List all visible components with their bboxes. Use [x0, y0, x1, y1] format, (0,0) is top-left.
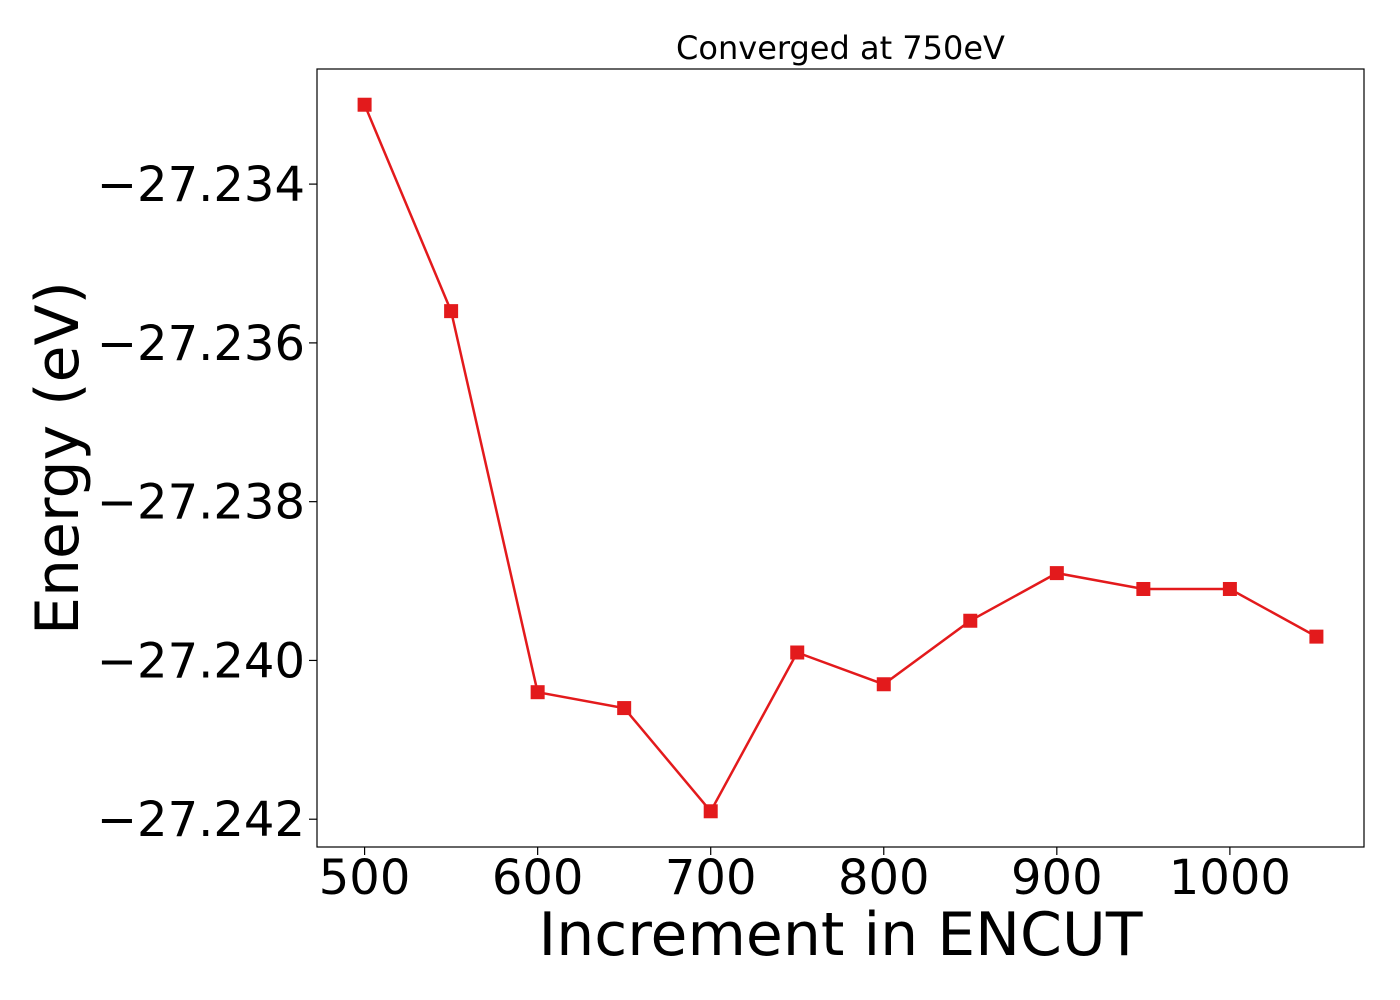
data-point-marker — [1222, 581, 1237, 596]
x-tick-label: 900 — [1011, 850, 1103, 906]
x-tick-label: 500 — [319, 850, 411, 906]
data-point-marker — [703, 804, 718, 819]
data-point-marker — [444, 304, 459, 319]
y-axis-ticks: −27.234 −27.236 −27.238 −27.240 −27.242 — [97, 157, 317, 848]
series-line — [363, 104, 1318, 814]
x-tick-label: 600 — [492, 850, 584, 906]
x-tick-label: 1000 — [1169, 850, 1291, 906]
x-tick-label: 700 — [665, 850, 757, 906]
data-point-marker — [963, 613, 978, 628]
y-axis-label: Energy (eV) — [23, 281, 93, 635]
y-tick-label: −27.238 — [97, 475, 305, 531]
y-tick-label: −27.234 — [97, 157, 305, 213]
data-point-marker — [1309, 629, 1324, 644]
series-layer — [357, 97, 1324, 819]
data-point-marker — [1136, 581, 1151, 596]
x-axis-label: Increment in ENCUT — [539, 900, 1143, 970]
x-tick-label: 800 — [838, 850, 930, 906]
data-point-marker — [790, 645, 805, 660]
data-point-marker — [1049, 566, 1064, 581]
plot-area: 500 600 700 800 900 1000 −27.234−27.236−27.23… — [97, 68, 1365, 906]
x-axis-ticks: 500 600 700 800 900 1000 — [319, 847, 1291, 906]
y-tick-label: −27.240 — [97, 633, 305, 689]
y-tick-label: −27.242 — [97, 792, 305, 848]
y-tick-label: −27.236 — [97, 316, 305, 372]
plot-frame — [316, 68, 1365, 848]
data-point-marker — [357, 97, 372, 112]
chart-title: Converged at 750eV — [676, 29, 1005, 67]
data-point-marker — [530, 685, 545, 700]
data-point-marker — [617, 701, 632, 716]
data-point-marker — [876, 677, 891, 692]
